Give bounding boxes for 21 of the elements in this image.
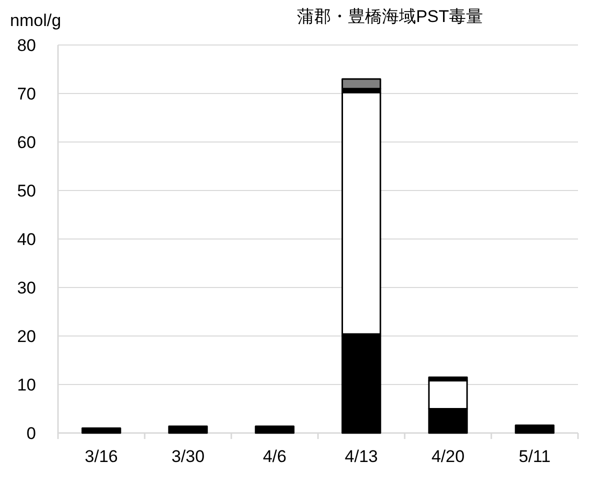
bar bbox=[254, 425, 294, 434]
x-tick-label: 4/20 bbox=[431, 447, 465, 466]
x-tick-label: 3/16 bbox=[84, 447, 118, 466]
x-tick-label: 3/30 bbox=[171, 447, 205, 466]
y-tick-label: 70 bbox=[17, 84, 36, 104]
y-tick-label: 0 bbox=[26, 424, 36, 443]
y-tick-label: 50 bbox=[17, 182, 36, 200]
x-tick-label: 5/11 bbox=[518, 447, 551, 466]
y-tick-label: 20 bbox=[17, 327, 36, 346]
x-tick-label: 4/13 bbox=[344, 447, 378, 466]
x-tick-label: 4/6 bbox=[262, 447, 286, 466]
bar bbox=[82, 427, 122, 434]
chart-title: 蒲郡・豊橋海域PST毒量 bbox=[296, 7, 484, 26]
y-tick-label: 10 bbox=[17, 376, 36, 394]
y-tick-label: 80 bbox=[17, 36, 36, 55]
y-tick-label: 30 bbox=[17, 278, 36, 298]
y-axis-title: nmol/g bbox=[10, 11, 62, 30]
bar bbox=[514, 424, 554, 434]
y-tick-label: 60 bbox=[17, 133, 36, 152]
y-tick-label: 40 bbox=[17, 230, 36, 249]
bar bbox=[168, 425, 208, 434]
